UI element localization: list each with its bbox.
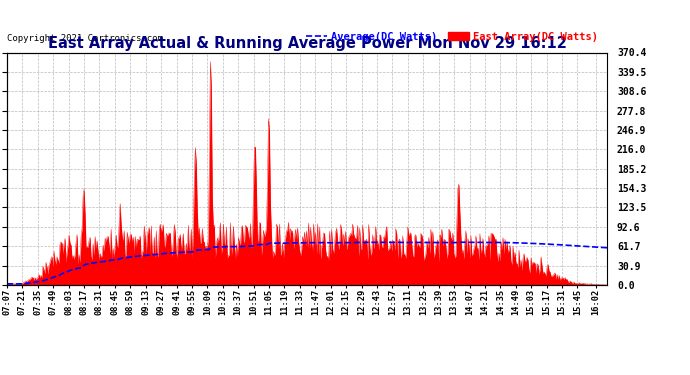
Text: Copyright 2021 Cartronics.com: Copyright 2021 Cartronics.com	[7, 34, 163, 43]
Legend: Average(DC Watts), East Array(DC Watts): Average(DC Watts), East Array(DC Watts)	[302, 27, 602, 46]
Title: East Array Actual & Running Average Power Mon Nov 29 16:12: East Array Actual & Running Average Powe…	[48, 36, 566, 51]
